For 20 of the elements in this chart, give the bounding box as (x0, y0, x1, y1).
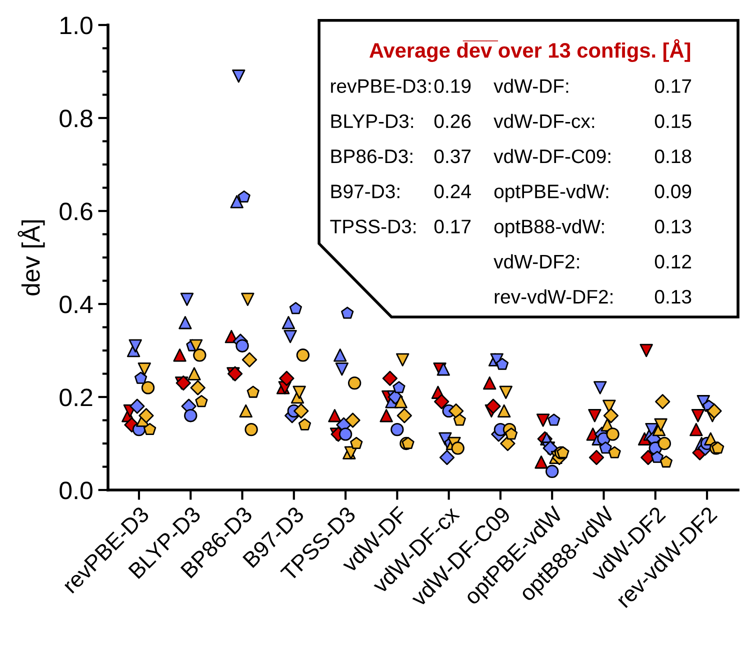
annotation: BP86-D3: 0.37 (331, 149, 471, 164)
y-tick-label: 1.0 (60, 16, 92, 34)
text: vdW-DF-C09: 0.18 (494, 148, 692, 164)
y-tick-label: 0.0 (60, 482, 92, 500)
text: vdW-DF-cx: 0.15 (494, 114, 692, 128)
text: vdW-DF: 0.17 (494, 78, 692, 93)
y-tick-label: 0.2 (60, 388, 92, 406)
y-axis-title: dev [Å] (18, 220, 45, 296)
annotation: Average d̅e̅v̅ over 13 configs. [Å] (370, 39, 690, 62)
text: optPBE-vdW: 0.09 (494, 184, 692, 202)
annotation: revPBE-D3: 0.19 (331, 79, 471, 93)
text: vdW-DF2: 0.12 (494, 254, 692, 269)
y-tick-label: 0.8 (60, 110, 92, 128)
annotation: BLYP-D3: 0.26 (331, 114, 471, 128)
text: B97-D3: 0.24 (331, 184, 471, 198)
y-tick-label: 0.4 (60, 296, 93, 314)
text: optB88-vdW: 0.13 (494, 219, 692, 238)
annotation: TPSS-D3: 0.17 (330, 220, 471, 234)
y-tick-label: 0.6 (60, 202, 92, 220)
text: rev-vdW-DF2: 0.13 (494, 289, 692, 304)
